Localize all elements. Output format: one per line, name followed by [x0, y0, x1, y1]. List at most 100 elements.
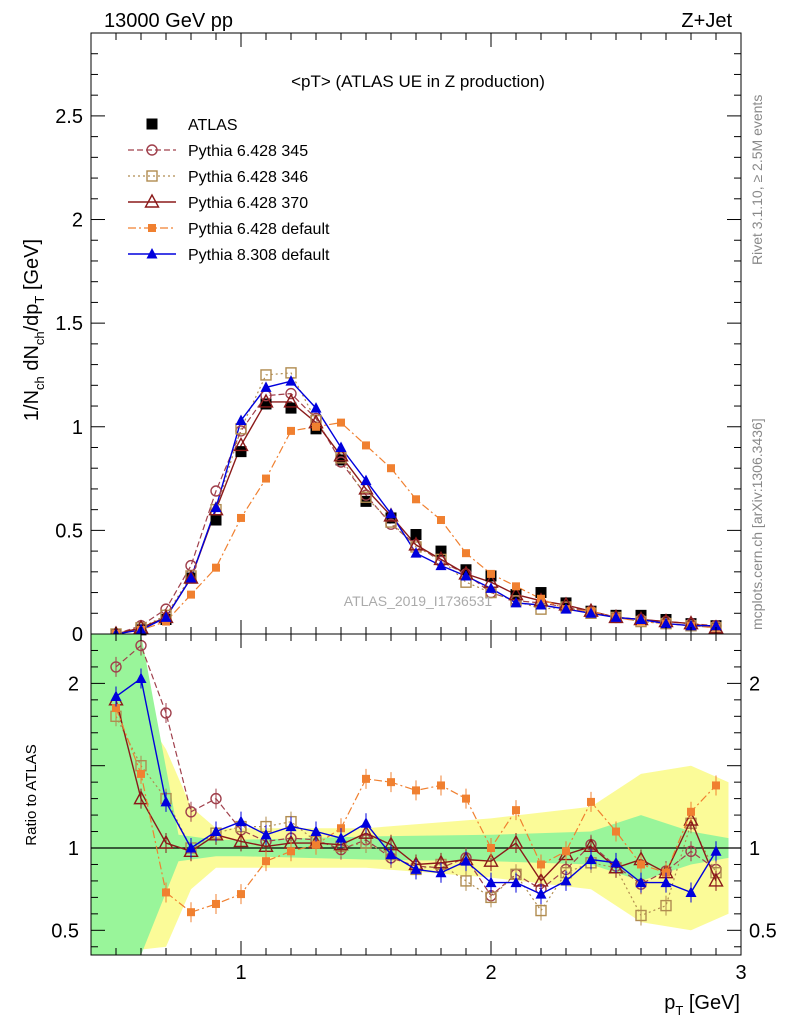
ratio-point-pythia-6-428-345 — [110, 661, 122, 673]
ratio-point-pythia-6-428-default — [487, 844, 495, 852]
main-y-tick-label: 1.5 — [55, 313, 83, 335]
ratio-point-pythia-6-428-default — [437, 781, 445, 790]
main-point-pythia-8-308-default — [635, 613, 647, 624]
main-point-pythia-8-308-default — [685, 619, 697, 631]
main-point-atlas — [560, 597, 572, 609]
main-point-pythia-6-428-default — [337, 418, 345, 427]
ratio-point-pythia-8-308-default — [460, 855, 472, 866]
ratio-point-pythia-8-308-default — [285, 820, 297, 832]
legend-label-pythia-6-428-346: Pythia 6.428 346 — [188, 169, 308, 186]
legend-label-atlas: ATLAS — [188, 117, 238, 134]
ratio-point-pythia-6-428-345 — [685, 845, 697, 857]
main-point-pythia-6-428-346 — [260, 369, 272, 381]
main-point-pythia-8-308-default — [235, 414, 247, 426]
main-point-pythia-8-308-default — [335, 441, 347, 452]
ratio-point-pythia-8-308-default — [310, 825, 322, 837]
main-point-pythia-8-308-default — [310, 402, 322, 413]
main-y-tick-label: 1 — [72, 417, 83, 439]
ratio-point-pythia-6-428-default — [162, 888, 170, 897]
main-point-pythia-6-428-default — [187, 590, 195, 599]
ratio-point-pythia-6-428-default — [537, 860, 545, 869]
ratio-point-pythia-6-428-default — [262, 857, 270, 866]
ratio-point-pythia-6-428-default — [112, 704, 120, 713]
ratio-point-pythia-6-428-370 — [358, 824, 374, 839]
ratio-point-pythia-6-428-370 — [708, 872, 724, 887]
ratio-point-pythia-6-428-default — [362, 774, 370, 783]
ratio-point-pythia-6-428-370 — [508, 834, 524, 849]
ratio-y-tick-label-right: 2 — [749, 673, 760, 695]
rivet-label: Rivet 3.1.10, ≥ 2.5M events — [749, 95, 765, 265]
main-point-pythia-8-308-default — [285, 375, 297, 386]
main-point-pythia-8-308-default — [435, 559, 447, 571]
ratio-point-pythia-8-308-default — [685, 886, 697, 897]
ratio-point-pythia-6-428-370 — [483, 852, 499, 867]
ratio-point-pythia-6-428-default — [237, 890, 245, 899]
x-axis-title: pT [GeV] — [664, 992, 740, 1018]
main-point-atlas — [460, 564, 472, 576]
ratio-point-pythia-6-428-default — [412, 786, 420, 795]
main-axes: 0 0.5 1 1.5 2 2.5 — [55, 32, 742, 646]
ratio-point-pythia-8-308-default — [435, 866, 447, 878]
main-point-pythia-8-308-default — [160, 611, 172, 622]
main-point-pythia-6-428-default — [537, 594, 545, 603]
legend-marker-pythia-6-428-default — [148, 224, 156, 232]
main-point-pythia-8-308-default — [585, 607, 597, 618]
ratio-point-pythia-8-308-default — [160, 795, 172, 807]
main-point-pythia-6-428-default — [312, 422, 320, 431]
ratio-bands — [91, 634, 741, 955]
analysis-watermark: ATLAS_2019_I1736531 — [344, 593, 493, 609]
ratio-point-pythia-8-308-default — [385, 848, 397, 860]
ratio-point-pythia-6-428-default — [287, 847, 295, 856]
ratio-point-pythia-6-428-default — [387, 778, 395, 787]
main-point-pythia-8-308-default — [610, 611, 622, 622]
ratio-point-pythia-6-428-370 — [333, 836, 349, 851]
main-y-tick-label: 0.5 — [55, 520, 83, 542]
main-point-pythia-6-428-default — [362, 441, 370, 450]
ratio-point-pythia-8-308-default — [710, 845, 722, 856]
ratio-point-pythia-6-428-345 — [160, 707, 172, 719]
ratio-point-pythia-8-308-default — [610, 856, 622, 868]
main-point-pythia-6-428-default — [237, 513, 245, 522]
ratio-point-pythia-6-428-370 — [683, 811, 699, 826]
main-point-atlas — [235, 446, 247, 458]
x-tick-label: 3 — [735, 962, 746, 984]
ratio-point-pythia-6-428-default — [212, 899, 220, 908]
legend-marker-pythia-8-308-default — [146, 248, 158, 259]
main-point-pythia-8-308-default — [660, 617, 672, 629]
main-point-pythia-6-428-370 — [183, 569, 199, 584]
ratio-point-pythia-6-428-default — [137, 769, 145, 778]
header-left: 13000 GeV pp — [104, 10, 233, 32]
main-point-pythia-6-428-default — [512, 582, 520, 591]
ratio-point-pythia-6-428-345 — [185, 806, 197, 818]
main-point-pythia-8-308-default — [410, 547, 422, 558]
main-point-atlas — [260, 398, 272, 410]
ratio-point-pythia-8-308-default — [210, 825, 222, 837]
ratio-y-tick-label-left: 0.5 — [51, 920, 79, 942]
ratio-band-outer — [91, 634, 729, 955]
ratio-point-pythia-6-428-370 — [133, 790, 149, 805]
main-point-pythia-6-428-default — [437, 516, 445, 525]
main-point-pythia-6-428-default — [412, 495, 420, 504]
ratio-point-pythia-8-308-default — [260, 828, 272, 840]
ratio-point-pythia-6-428-346 — [660, 899, 672, 912]
main-point-pythia-8-308-default — [360, 474, 372, 486]
main-point-pythia-8-308-default — [210, 501, 222, 513]
ratio-point-pythia-8-308-default — [185, 842, 197, 853]
main-point-pythia-8-308-default — [460, 569, 472, 581]
main-point-pythia-6-428-370 — [333, 447, 349, 462]
main-point-pythia-6-428-370 — [258, 393, 274, 408]
main-y-tick-label: 2 — [72, 210, 83, 232]
ratio-point-pythia-8-308-default — [235, 815, 247, 827]
main-point-pythia-8-308-default — [535, 598, 547, 610]
main-point-pythia-6-428-default — [262, 474, 270, 483]
ratio-point-pythia-6-428-370 — [158, 834, 174, 849]
ratio-point-pythia-8-308-default — [135, 672, 147, 683]
main-point-pythia-6-428-default — [387, 464, 395, 473]
main-y-tick-label: 2.5 — [55, 106, 83, 128]
ratio-axes: 0.5 0.5 1 1 2 2 1 2 3 — [51, 633, 777, 984]
ratio-point-pythia-8-308-default — [335, 832, 347, 843]
ratio-point-pythia-6-428-default — [612, 827, 620, 836]
ratio-point-pythia-6-428-default — [512, 806, 520, 815]
ratio-point-pythia-6-428-345 — [210, 792, 222, 805]
